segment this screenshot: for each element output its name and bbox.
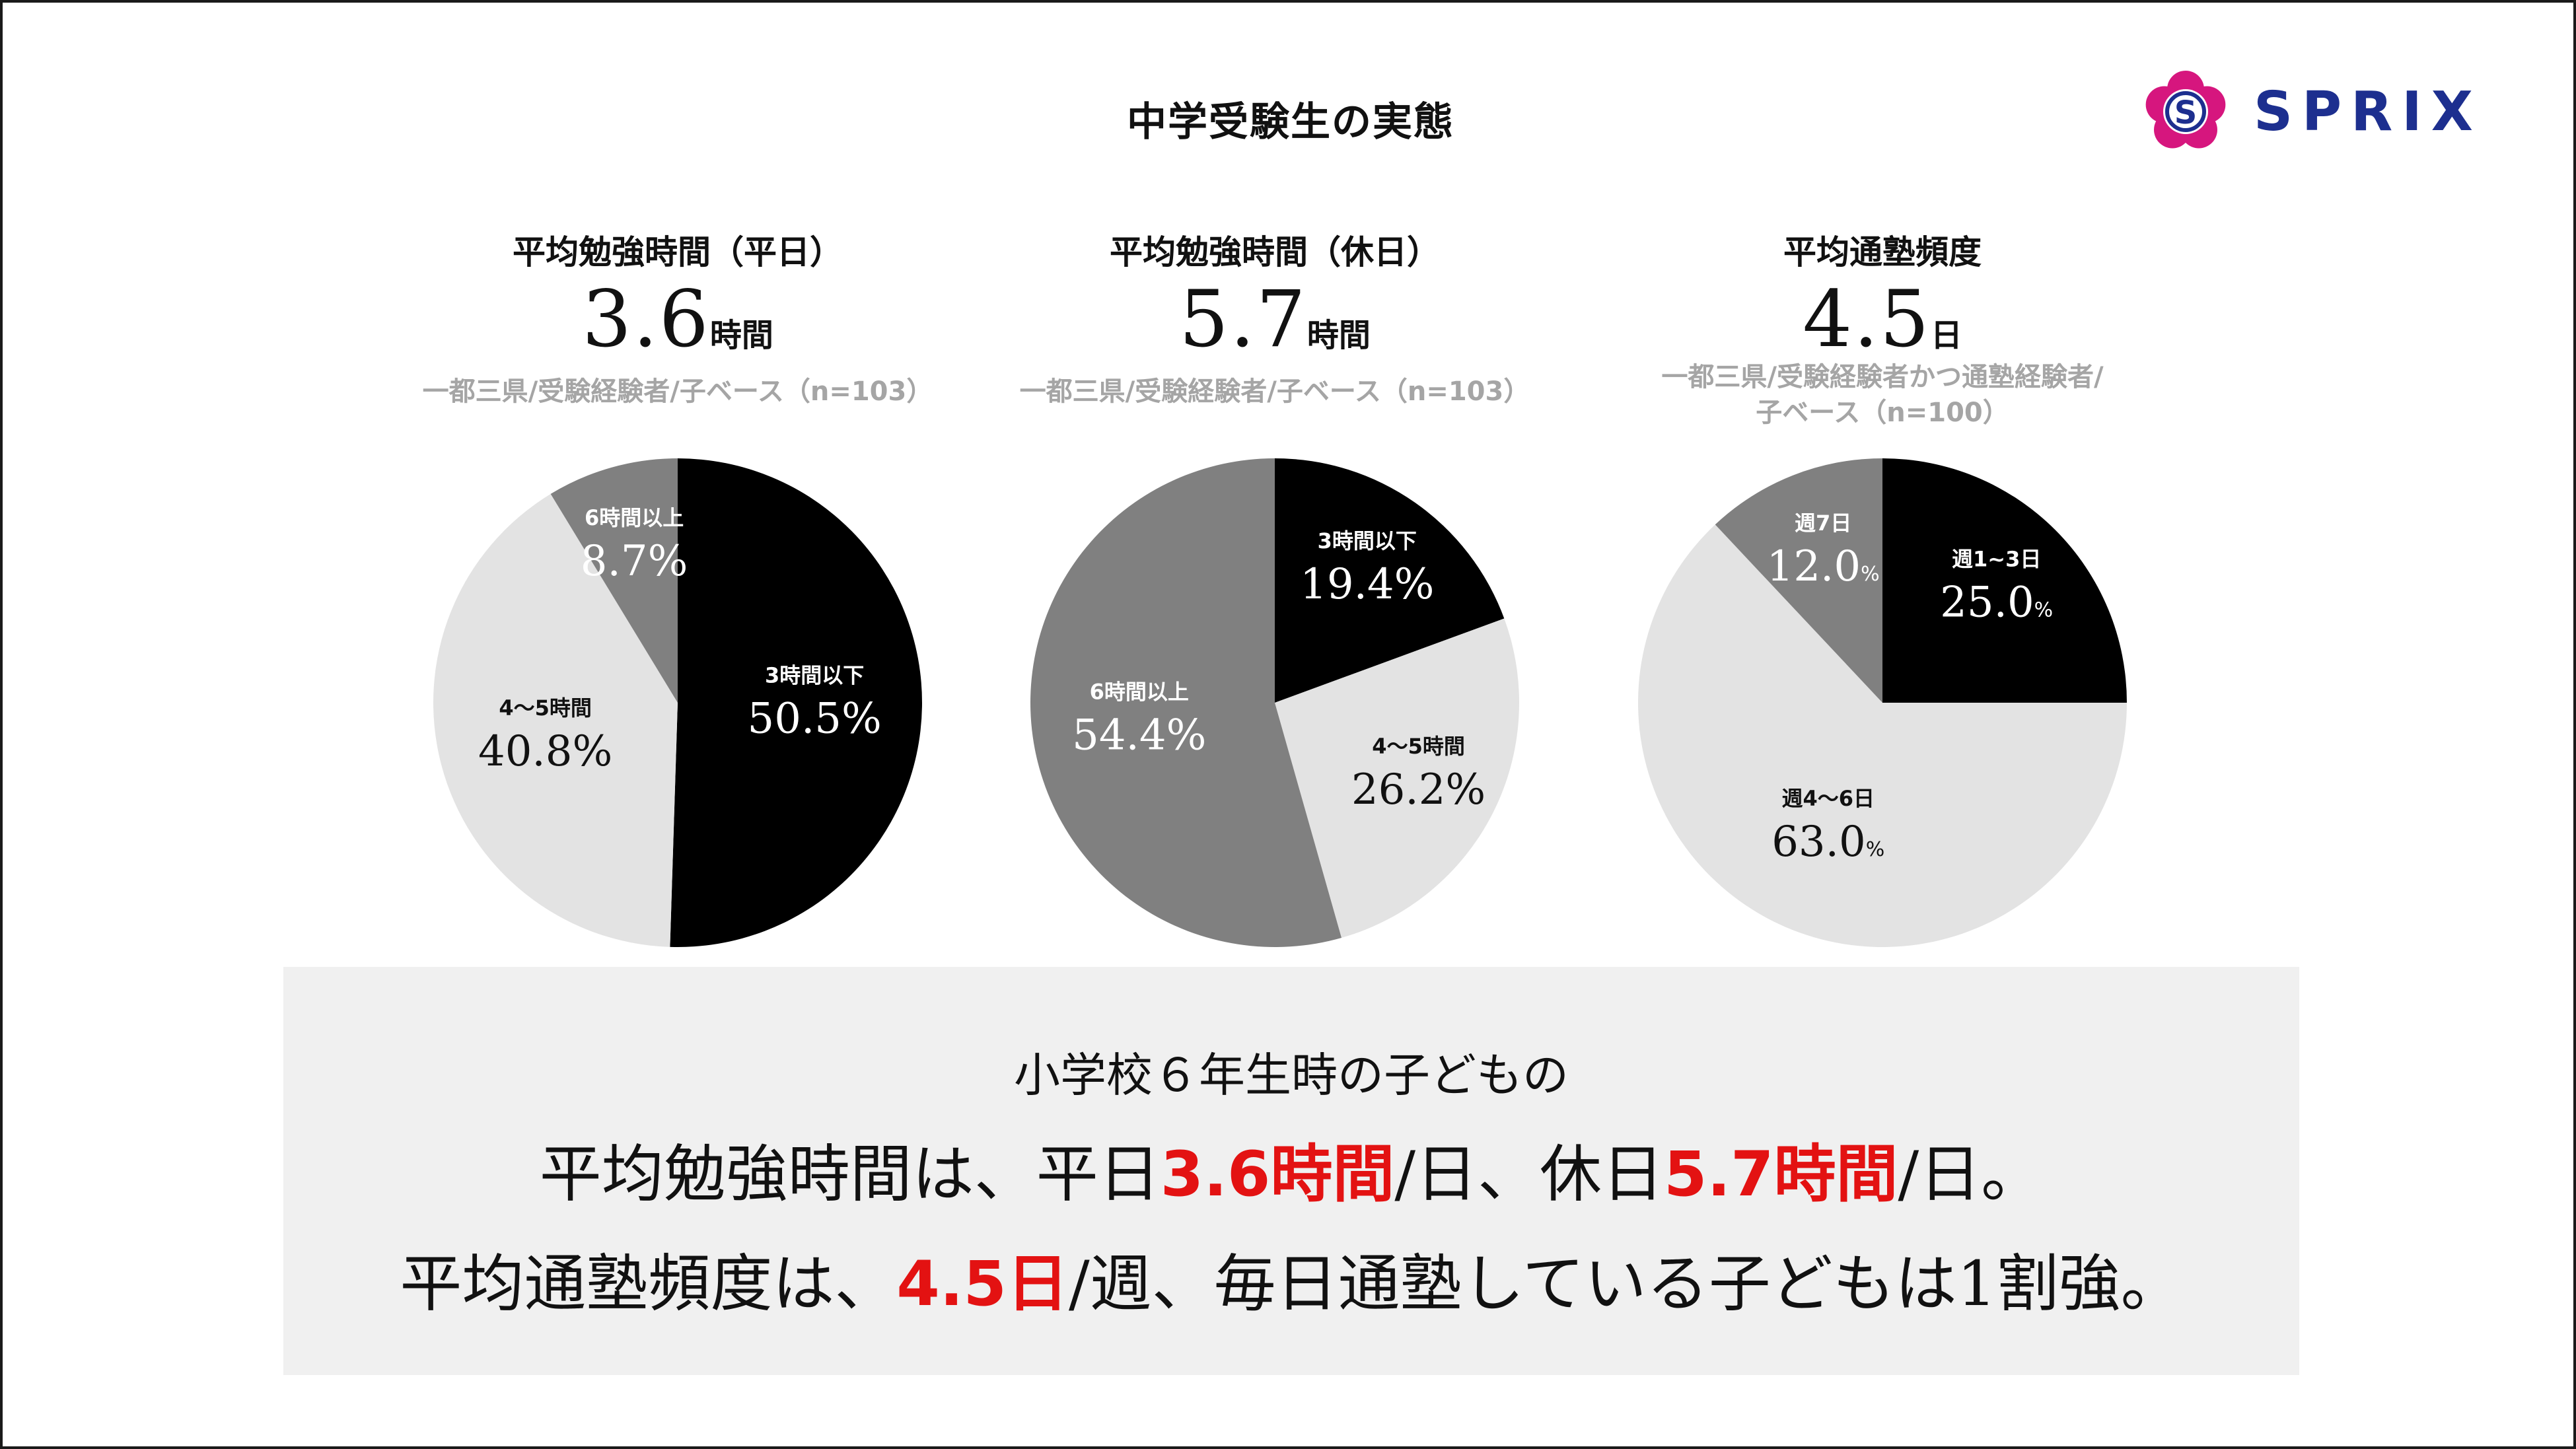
slice-value-label: 40.8% bbox=[478, 727, 612, 776]
pie-slice bbox=[1882, 458, 2127, 703]
headline-number: 4.5 bbox=[1803, 273, 1931, 365]
summary-text: 平均勉強時間は、平日 bbox=[539, 1139, 1161, 1211]
summary-box: 小学校６年生時の子どもの 平均勉強時間は、平日3.6時間/日、休日5.7時間/日… bbox=[283, 967, 2299, 1375]
slice-category-label: 3時間以下 bbox=[1318, 528, 1417, 553]
pie-slice bbox=[1275, 618, 1519, 938]
headline-unit: 時間 bbox=[1306, 317, 1371, 354]
pie-chart: 3時間以下 50.5% 4～5時間 40.8% 6時間以上 8.7% bbox=[433, 458, 922, 947]
chart-holiday-study: 平均勉強時間（休日） 5.7時間 一都三県/受験経験者/子ベース（n=103） … bbox=[991, 221, 1559, 960]
base-note-line: 一都三県/受験経験者/子ベース（n=103） bbox=[1019, 376, 1530, 407]
headline-number: 5.7 bbox=[1179, 273, 1307, 365]
summary-line-3: 平均通塾頻度は、4.5日/週、毎日通塾している子どもは1割強。 bbox=[283, 1234, 2299, 1324]
slice-unit: % bbox=[1861, 563, 1880, 586]
headline-unit: 時間 bbox=[709, 317, 773, 354]
sprix-logo: S SPRIX bbox=[2143, 69, 2513, 155]
slice-value-label: 63.0% bbox=[1771, 818, 1884, 866]
slice-category-label: 3時間以下 bbox=[765, 662, 864, 688]
base-note: 一都三県/受験経験者/子ベース（n=103） bbox=[394, 374, 962, 409]
base-note-line: 一都三県/受験経験者かつ通塾経験者/ bbox=[1661, 362, 2104, 392]
page-title: 中学受験生の実態 bbox=[1127, 99, 1454, 145]
summary-text: /日。 bbox=[1898, 1139, 2044, 1211]
slice-category-label: 週1~3日 bbox=[1952, 546, 2041, 571]
pie-slice bbox=[550, 458, 678, 703]
slice-value-label: 50.5% bbox=[748, 694, 882, 743]
chart-title: 平均勉強時間（休日） bbox=[1110, 233, 1440, 271]
summary-text: /週、毎日通塾している子どもは1割強。 bbox=[1068, 1248, 2183, 1320]
pie-slice bbox=[1275, 458, 1505, 703]
logo-text: SPRIX bbox=[2254, 81, 2483, 143]
slice-value-label: 12.0% bbox=[1767, 542, 1880, 591]
base-note-line: 一都三県/受験経験者/子ベース（n=103） bbox=[422, 376, 933, 407]
sprix-flower-icon: S bbox=[2145, 71, 2226, 149]
pie-slice bbox=[433, 493, 678, 947]
headline-value: 5.7時間 bbox=[991, 273, 1559, 365]
slice-value-label: 26.2% bbox=[1351, 765, 1485, 814]
slice-unit: % bbox=[2034, 598, 2054, 621]
slice-category-label: 4～5時間 bbox=[1372, 734, 1465, 759]
chart-cram-frequency: 平均通塾頻度 4.5日 一都三県/受験経験者かつ通塾経験者/ 子ベース（n=10… bbox=[1598, 221, 2166, 960]
slice-unit: % bbox=[1866, 838, 1885, 861]
slice-category-label: 4～5時間 bbox=[499, 695, 592, 721]
slice-value-label: 8.7% bbox=[581, 537, 688, 586]
slice-category-label: 6時間以上 bbox=[585, 505, 684, 530]
base-note-line: 子ベース（n=100） bbox=[1756, 398, 2009, 428]
headline-value: 4.5日 bbox=[1598, 273, 2166, 365]
slice-category-label: 週7日 bbox=[1795, 511, 1851, 536]
slice-category-label: 6時間以上 bbox=[1090, 680, 1189, 705]
slice-value-label: 54.4% bbox=[1072, 711, 1206, 760]
base-note: 一都三県/受験経験者かつ通塾経験者/ 子ベース（n=100） bbox=[1598, 359, 2166, 431]
chart-weekday-study: 平均勉強時間（平日） 3.6時間 一都三県/受験経験者/子ベース（n=103） … bbox=[394, 221, 962, 960]
pie-slice bbox=[1638, 524, 2127, 947]
headline-value: 3.6時間 bbox=[394, 273, 962, 365]
chart-title: 平均勉強時間（平日） bbox=[513, 233, 843, 271]
summary-line-1: 小学校６年生時の子どもの bbox=[1014, 1048, 1569, 1102]
highlight-holiday: 5.7時間 bbox=[1664, 1139, 1898, 1211]
slice-category-label: 週4～6日 bbox=[1781, 786, 1875, 811]
slice-value-label: 19.4% bbox=[1300, 560, 1434, 609]
pie-chart: 3時間以下 19.4% 4～5時間 26.2% 6時間以上 54.4% bbox=[1030, 458, 1519, 947]
base-note: 一都三県/受験経験者/子ベース（n=103） bbox=[991, 374, 1559, 409]
summary-line-2: 平均勉強時間は、平日3.6時間/日、休日5.7時間/日。 bbox=[283, 1124, 2299, 1214]
highlight-weekday: 3.6時間 bbox=[1160, 1139, 1395, 1211]
pie-slice bbox=[1030, 458, 1342, 947]
headline-unit: 日 bbox=[1930, 317, 1962, 354]
svg-text:S: S bbox=[2174, 94, 2198, 131]
pie-slice bbox=[1715, 458, 1882, 703]
chart-title: 平均通塾頻度 bbox=[1783, 233, 1982, 271]
summary-text: 平均通塾頻度は、 bbox=[400, 1248, 897, 1320]
headline-number: 3.6 bbox=[582, 273, 710, 365]
highlight-frequency: 4.5日 bbox=[896, 1248, 1069, 1320]
summary-text: /日、休日 bbox=[1394, 1139, 1664, 1211]
pie-slice bbox=[670, 458, 922, 947]
